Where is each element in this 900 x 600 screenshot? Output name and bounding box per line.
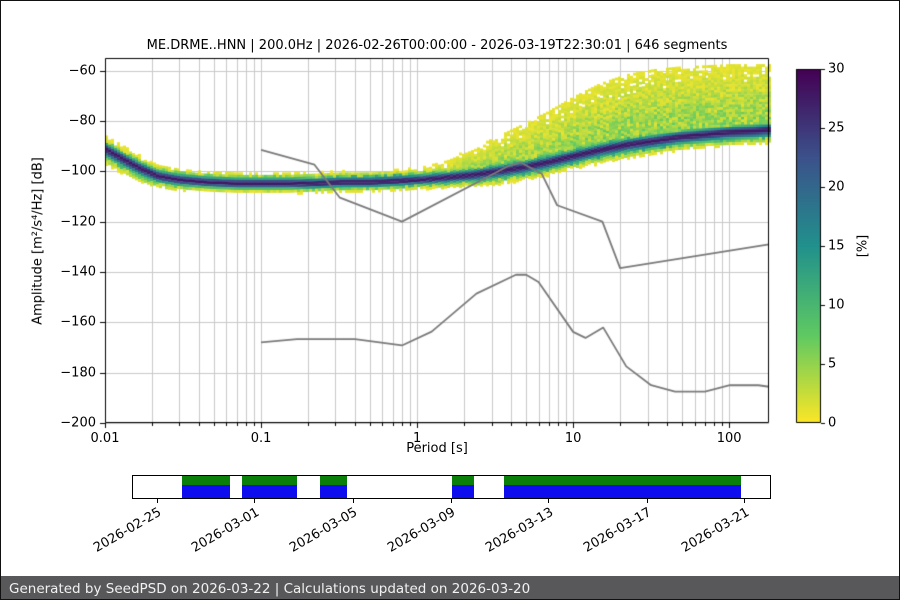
timeline-segment-processed	[319, 476, 348, 486]
timeline-tick	[744, 499, 746, 503]
y-tick-label: −60	[68, 63, 96, 79]
timeline-segment-data	[241, 485, 297, 498]
y-tick-label: −80	[68, 113, 96, 129]
chart-title: ME.DRME..HNN | 200.0Hz | 2026-02-26T00:0…	[146, 38, 728, 53]
timeline-tick-label: 2026-03-13	[483, 505, 556, 556]
x-tick-label: 10	[564, 431, 582, 446]
timeline-segment	[319, 476, 348, 498]
footer-bar: Generated by SeedPSD on 2026-03-22 | Cal…	[1, 576, 899, 599]
timeline-tick	[254, 499, 256, 503]
y-tick-label: −140	[60, 264, 96, 280]
timeline-segment-data	[182, 485, 230, 498]
x-tick-label: 0.01	[90, 431, 120, 446]
timeline-tick-label: 2026-03-09	[385, 505, 458, 556]
timeline-segment	[182, 476, 230, 498]
timeline-tick-label: 2026-03-05	[287, 505, 361, 556]
timeline-segment-processed	[503, 476, 742, 486]
timeline-segment-processed	[182, 476, 230, 486]
colorbar-tick-label: 30	[828, 61, 845, 77]
timeline-availability-bar	[132, 475, 771, 499]
timeline-tick	[156, 499, 158, 503]
timeline-segment-data	[319, 485, 348, 498]
timeline-segment-processed	[241, 476, 297, 486]
timeline-tick	[450, 499, 452, 503]
colorbar-tick-label: 5	[828, 356, 837, 372]
y-tick-label: −100	[60, 163, 96, 179]
y-tick-label: −120	[60, 214, 96, 230]
timeline-tick-label: 2026-03-01	[189, 505, 262, 556]
timeline-tick	[646, 499, 648, 503]
colorbar-unit-label: [%]	[855, 234, 871, 258]
ppsd-plot-canvas	[1, 1, 899, 471]
x-tick-label: 0.1	[250, 431, 272, 446]
colorbar-tick-label: 0	[828, 415, 837, 431]
y-tick-label: −200	[60, 415, 96, 431]
timeline-segment	[503, 476, 742, 498]
colorbar-tick-label: 25	[828, 120, 845, 136]
timeline-tick-label: 2026-03-21	[679, 505, 752, 556]
timeline-segment-data	[503, 485, 742, 498]
timeline-tick-label: 2026-02-25	[91, 505, 165, 556]
colorbar-tick-label: 15	[828, 238, 845, 254]
colorbar-tick-label: 20	[828, 179, 845, 195]
y-axis-label: Amplitude [m²/s⁴/Hz] [dB]	[30, 157, 46, 325]
timeline-segment	[241, 476, 297, 498]
timeline-tick	[548, 499, 550, 503]
x-axis-label: Period [s]	[406, 441, 468, 456]
x-tick-label: 100	[716, 431, 742, 446]
timeline-tick	[352, 499, 354, 503]
footer-text: Generated by SeedPSD on 2026-03-22 | Cal…	[9, 580, 531, 597]
timeline-segment-processed	[452, 476, 474, 486]
timeline-segment	[452, 476, 474, 498]
y-tick-label: −180	[60, 365, 96, 381]
timeline-segment-data	[452, 485, 474, 498]
colorbar-tick-label: 10	[828, 297, 845, 313]
x-tick-label: 1	[412, 431, 422, 446]
timeline-tick-label: 2026-03-17	[581, 505, 654, 556]
y-tick-label: −160	[60, 314, 96, 330]
